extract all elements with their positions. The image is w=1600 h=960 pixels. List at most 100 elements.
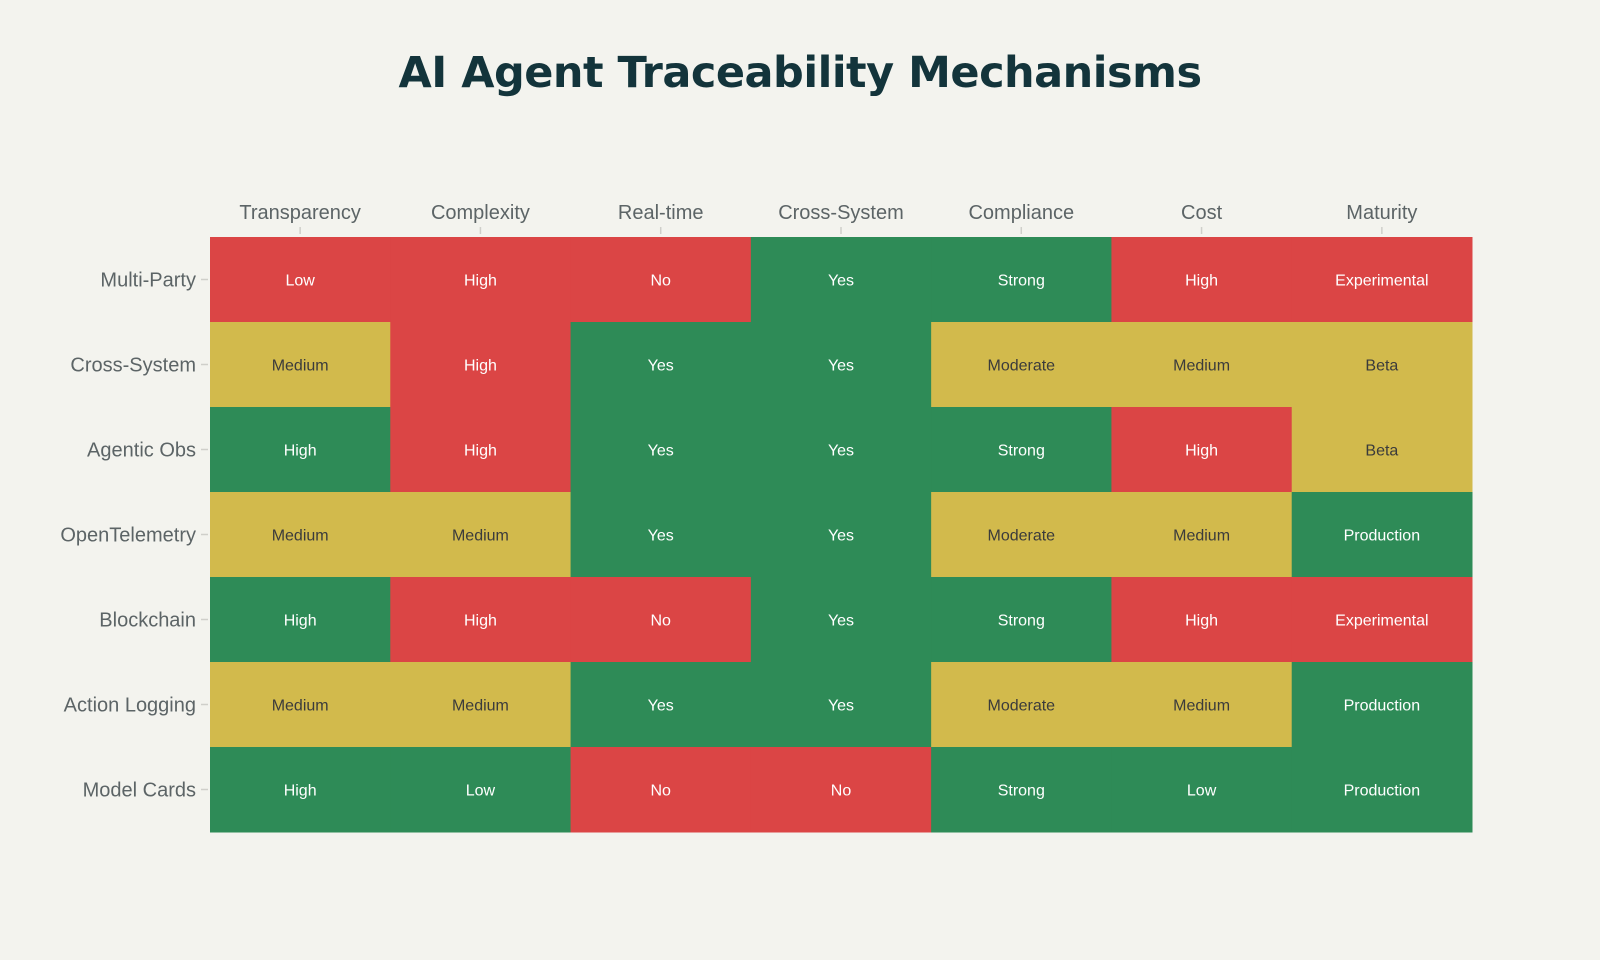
cell-value-label: Beta xyxy=(1365,443,1398,460)
cell-value-label: Production xyxy=(1344,528,1421,545)
cell-value-label: Medium xyxy=(1173,528,1230,545)
cell-value-label: Moderate xyxy=(987,698,1055,715)
cell-value-label: Beta xyxy=(1365,358,1398,375)
heatmap-cell xyxy=(210,662,391,748)
cell-value-label: Medium xyxy=(452,528,509,545)
y-tick-label: Multi-Party xyxy=(100,270,196,292)
cell-value-label: Yes xyxy=(828,443,854,460)
cell-value-label: Medium xyxy=(272,528,329,545)
heatmap-cell xyxy=(1291,322,1473,408)
heatmap-cell xyxy=(1291,407,1473,493)
x-tick-label: Transparency xyxy=(239,202,361,224)
cell-value-label: High xyxy=(464,358,497,375)
heatmap-cell xyxy=(1111,747,1293,833)
heatmap-cell xyxy=(210,747,391,833)
heatmap-cell xyxy=(931,662,1112,748)
y-tick-label: Agentic Obs xyxy=(87,440,196,462)
heatmap-cell xyxy=(1291,747,1473,833)
cell-value-label: Low xyxy=(1187,783,1217,800)
heatmap-cell xyxy=(750,662,932,748)
cell-value-label: Strong xyxy=(998,273,1045,290)
x-tick-label: Complexity xyxy=(431,202,530,224)
heatmap-cell xyxy=(390,577,572,663)
heatmap-cell xyxy=(570,747,752,833)
heatmap-cell xyxy=(1111,322,1293,408)
cell-value-label: Low xyxy=(285,273,315,290)
x-tick-label: Cost xyxy=(1181,202,1223,224)
y-tick-label: Model Cards xyxy=(83,780,196,802)
heatmap-cell xyxy=(1291,577,1473,663)
heatmap-cell xyxy=(210,492,391,578)
heatmap-cell xyxy=(390,407,572,493)
heatmap-cell xyxy=(210,407,391,493)
y-tick-label: Blockchain xyxy=(99,610,196,632)
heatmap-cell xyxy=(931,237,1112,323)
heatmap-cell xyxy=(1111,492,1293,578)
heatmap-cell xyxy=(570,662,752,748)
cell-value-label: Strong xyxy=(998,783,1045,800)
cell-value-label: Strong xyxy=(998,613,1045,630)
y-axis-ticks: Multi-Party Cross-System Agentic Obs OpenTe… xyxy=(60,270,208,802)
heatmap-cell xyxy=(390,492,572,578)
cell-value-label: Yes xyxy=(648,528,674,545)
cell-value-label: High xyxy=(1185,273,1218,290)
x-tick-label: Cross-System xyxy=(778,202,904,224)
heatmap-cell xyxy=(931,407,1112,493)
heatmap-cell xyxy=(570,237,752,323)
cell-value-label: High xyxy=(284,443,317,460)
heatmap-cell xyxy=(750,237,932,323)
x-tick-label: Real-time xyxy=(618,202,704,224)
cell-value-label: High xyxy=(1185,613,1218,630)
heatmap-cell xyxy=(1111,237,1293,323)
x-tick-label: Maturity xyxy=(1346,202,1417,224)
heatmap-cell xyxy=(1291,662,1473,748)
heatmap-cells: Low High No Yes Strong High Experimental Medium… xyxy=(210,237,1473,833)
y-tick-label: Cross-System xyxy=(70,355,196,377)
cell-value-label: Medium xyxy=(452,698,509,715)
cell-value-label: Experimental xyxy=(1335,273,1428,290)
heatmap-cell xyxy=(210,237,391,323)
cell-value-label: High xyxy=(284,783,317,800)
heatmap-cell xyxy=(390,237,572,323)
heatmap-cell xyxy=(570,492,752,578)
cell-value-label: Medium xyxy=(272,698,329,715)
cell-value-label: No xyxy=(650,613,671,630)
heatmap-cell xyxy=(931,747,1112,833)
heatmap-cell xyxy=(570,577,752,663)
cell-value-label: Yes xyxy=(648,358,674,375)
heatmap-cell xyxy=(750,322,932,408)
heatmap-cell xyxy=(1291,492,1473,578)
heatmap-cell xyxy=(750,407,932,493)
heatmap-cell xyxy=(210,322,391,408)
cell-value-label: Experimental xyxy=(1335,613,1428,630)
cell-value-label: Yes xyxy=(828,358,854,375)
heatmap-cell xyxy=(210,577,391,663)
heatmap-cell xyxy=(750,492,932,578)
heatmap-cell xyxy=(1111,577,1293,663)
chart-title: AI Agent Traceability Mechanisms xyxy=(398,48,1202,98)
heatmap-cell xyxy=(1291,237,1473,323)
heatmap-cell xyxy=(931,492,1112,578)
cell-value-label: Production xyxy=(1344,783,1421,800)
heatmap-cell xyxy=(570,407,752,493)
cell-value-label: Yes xyxy=(828,698,854,715)
cell-value-label: Yes xyxy=(828,613,854,630)
cell-value-label: High xyxy=(284,613,317,630)
cell-value-label: Yes xyxy=(648,443,674,460)
cell-value-label: High xyxy=(1185,443,1218,460)
cell-value-label: High xyxy=(464,613,497,630)
cell-value-label: No xyxy=(650,273,671,290)
y-tick-label: Action Logging xyxy=(64,695,196,717)
cell-value-label: Strong xyxy=(998,443,1045,460)
cell-value-label: Yes xyxy=(828,528,854,545)
cell-value-label: No xyxy=(831,783,852,800)
heatmap-cell xyxy=(750,577,932,663)
cell-value-label: High xyxy=(464,443,497,460)
cell-value-label: Moderate xyxy=(987,358,1055,375)
heatmap-cell xyxy=(931,322,1112,408)
cell-value-label: Low xyxy=(466,783,496,800)
cell-value-label: High xyxy=(464,273,497,290)
cell-value-label: Medium xyxy=(1173,698,1230,715)
heatmap-cell xyxy=(390,322,572,408)
